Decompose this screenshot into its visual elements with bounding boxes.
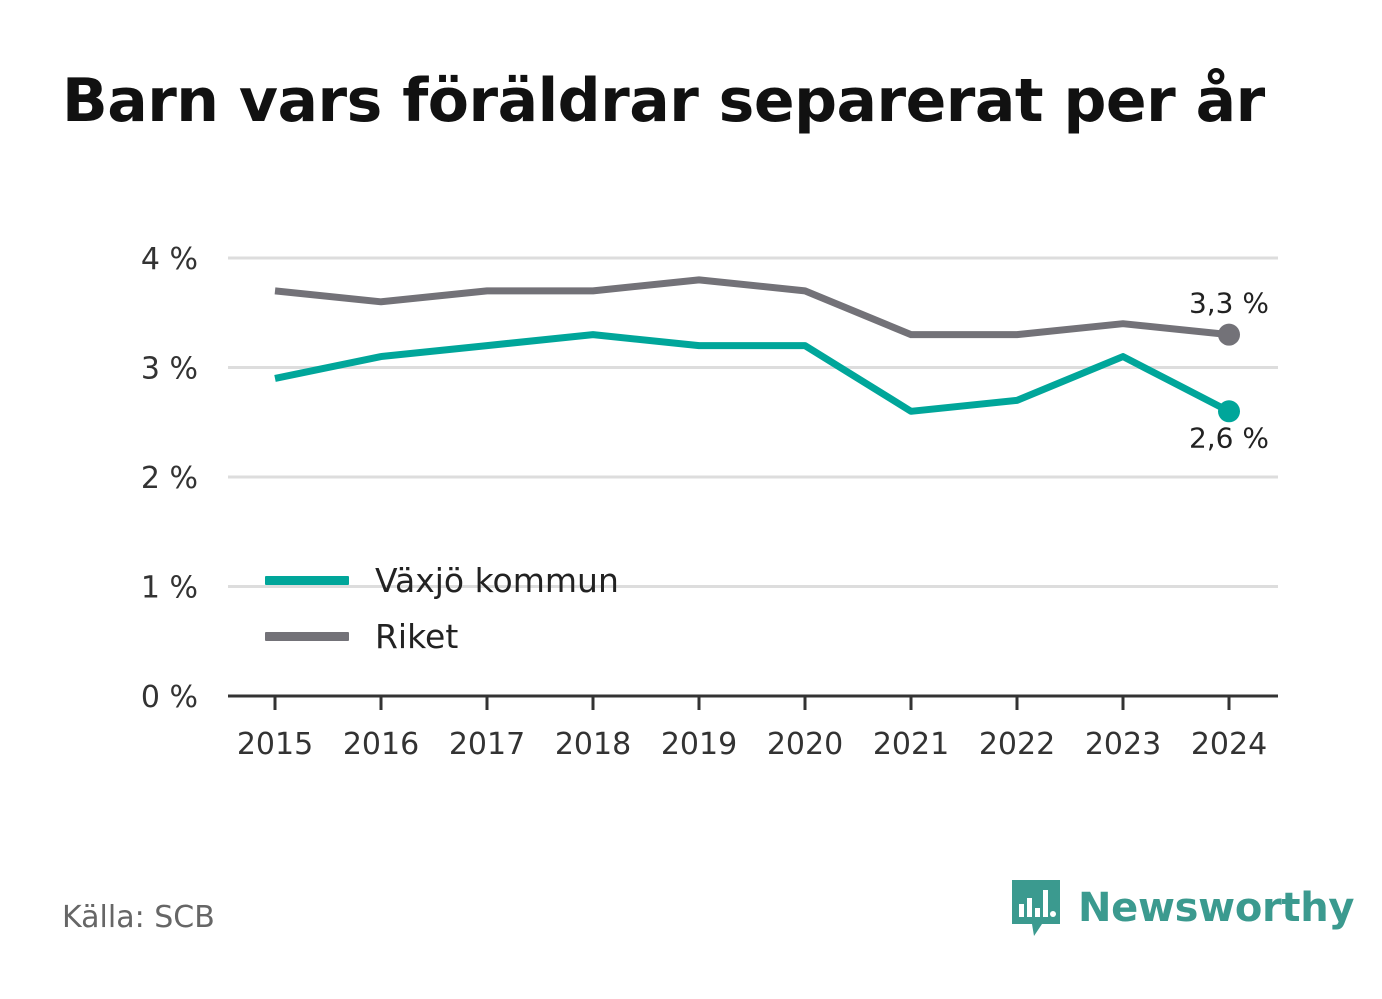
legend-item-vaxjo: Växjö kommun: [265, 552, 619, 608]
legend-label-vaxjo: Växjö kommun: [375, 560, 619, 600]
x-tick-label: 2021: [873, 727, 949, 762]
legend: Växjö kommun Riket: [265, 552, 619, 664]
legend-swatch-vaxjo: [265, 575, 349, 585]
x-tick-label: 2023: [1085, 727, 1161, 762]
y-axis-tick-labels: 0 % 1 % 2 % 3 % 4 %: [141, 242, 198, 715]
x-tick-label: 2017: [449, 727, 525, 762]
y-tick-label: 1 %: [141, 571, 198, 606]
x-tick-label: 2015: [237, 727, 313, 762]
brand-name: Newsworthy: [1078, 885, 1355, 931]
legend-swatch-riket: [265, 631, 349, 641]
x-tick-label: 2020: [767, 727, 843, 762]
legend-label-riket: Riket: [375, 616, 459, 656]
x-tick-label: 2018: [555, 727, 631, 762]
y-tick-label: 4 %: [141, 242, 198, 277]
x-tick-label: 2022: [979, 727, 1055, 762]
end-point-riket: [1218, 323, 1240, 346]
series-lines: [274, 276, 1240, 423]
end-point-vaxjo: [1218, 400, 1240, 423]
series-line-riket: [274, 276, 1230, 339]
x-axis-tick-labels: 2015 2016 2017 2018 2019 2020 2021 2022 2023 2024: [237, 696, 1267, 762]
y-tick-label: 3 %: [141, 352, 198, 387]
y-tick-label: 0 %: [141, 680, 198, 715]
end-value-labels: 3,3 % 2,6 %: [1189, 287, 1269, 455]
brand-logo: Newsworthy: [1010, 878, 1355, 938]
newsworthy-logo-icon: [1012, 880, 1060, 936]
x-tick-label: 2016: [343, 727, 419, 762]
end-label-vaxjo: 2,6 %: [1189, 421, 1269, 454]
chart-title: Barn vars föräldrar separerat per år: [62, 66, 1265, 136]
y-tick-label: 2 %: [141, 461, 198, 496]
x-tick-label: 2019: [661, 727, 737, 762]
series-line-vaxjo: [274, 331, 1231, 415]
legend-item-riket: Riket: [265, 608, 619, 664]
end-label-riket: 3,3 %: [1189, 287, 1269, 320]
x-tick-label: 2024: [1191, 727, 1267, 762]
source-note: Källa: SCB: [62, 900, 215, 935]
